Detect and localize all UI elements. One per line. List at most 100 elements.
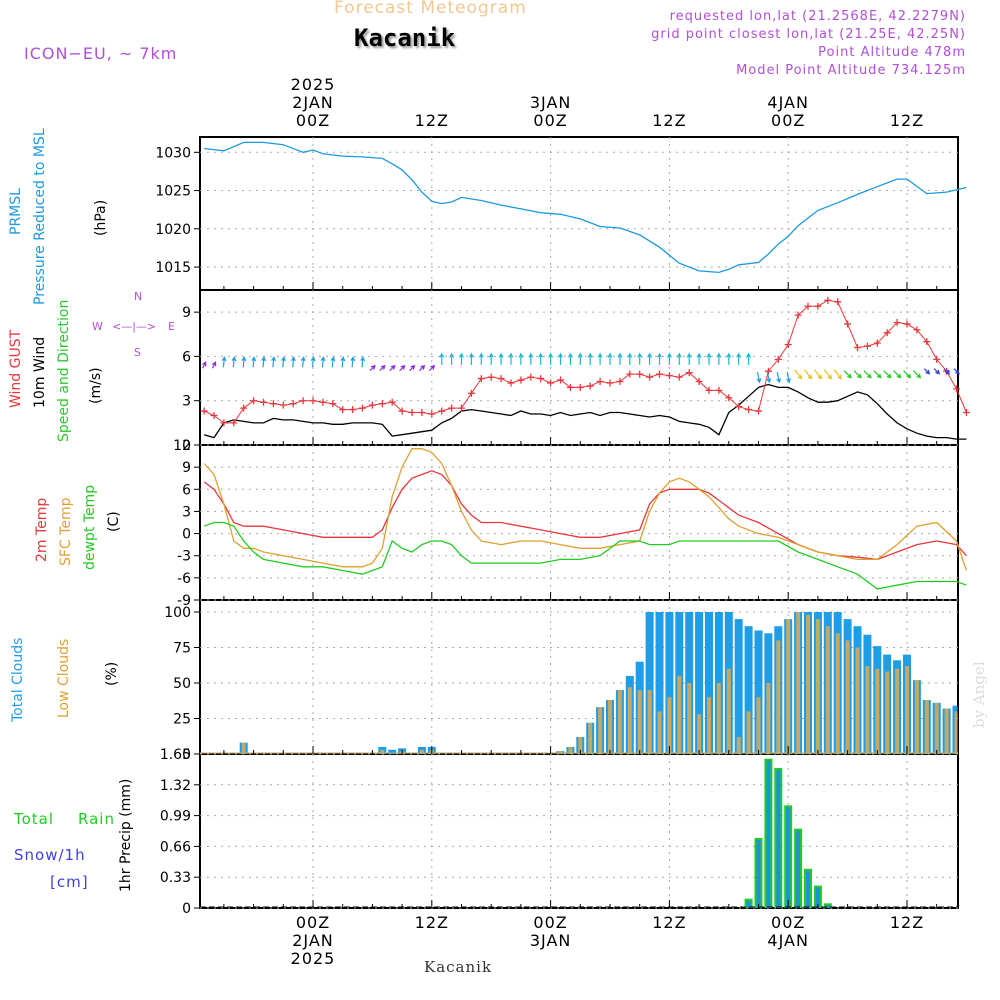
- top-label: 12Z: [889, 111, 925, 130]
- wind-gust-marker: [824, 296, 832, 304]
- temperature-ytick-label: -9: [177, 593, 191, 609]
- low-cloud-bar: [637, 690, 642, 754]
- bottom-label: 4JAN: [767, 931, 809, 950]
- wind-gust-marker: [794, 311, 802, 319]
- wind-direction-arrow: [736, 352, 742, 365]
- temperature-ytick-label: 6: [182, 482, 191, 498]
- wind-direction-arrow: [696, 352, 702, 365]
- wind-gust-marker: [953, 385, 960, 393]
- temp-unit: (C): [106, 511, 122, 532]
- wind-direction-arrow: [833, 369, 842, 380]
- total-cloud-bar: [734, 619, 743, 754]
- wind-direction-arrow: [330, 356, 336, 368]
- low-cloud-bar: [796, 612, 801, 754]
- top-label: 00Z: [295, 111, 331, 130]
- credit-watermark: by Angel: [970, 661, 988, 728]
- wind-gust-marker: [596, 378, 604, 386]
- wind-10m-label: 10m Wind: [32, 336, 48, 408]
- wind-direction-arrow: [360, 356, 366, 368]
- bottom-label: 3JAN: [529, 931, 572, 950]
- low-cloud-bar: [835, 633, 840, 754]
- wind-gust-marker: [309, 397, 317, 405]
- model-altitude: Model Point Altitude 734.125m: [736, 63, 966, 78]
- total-rain-label-1: Total: [14, 810, 55, 828]
- bottom-label: 2025: [290, 949, 336, 968]
- rain-bar-core: [756, 840, 761, 908]
- wind-gust-marker: [557, 376, 564, 384]
- low-cloud-bar: [865, 665, 870, 754]
- temperature-ytick-label: -3: [177, 549, 191, 565]
- wind-direction-arrow: [776, 371, 782, 384]
- wind-direction-arrow: [843, 370, 852, 379]
- low-cloud-bar: [657, 711, 662, 754]
- wind-ytick-label: 9: [182, 305, 191, 321]
- wind-direction-arrow: [766, 371, 772, 384]
- low-cloud-bar: [786, 619, 791, 754]
- bottom-label: 2JAN: [292, 931, 334, 950]
- total-cloud-bar: [388, 749, 397, 754]
- precip-ytick-label: 1.65: [160, 747, 191, 763]
- pressure-subtitle: Pressure Reduced to MSL: [32, 128, 48, 305]
- clouds-ytick-label: 100: [164, 605, 191, 621]
- wind-direction-arrow: [518, 352, 524, 365]
- low-cloud-bar: [875, 668, 880, 754]
- wind-gust-marker: [834, 298, 842, 306]
- wind-direction-arrow: [300, 356, 306, 368]
- temp-2m-label: 2m Temp: [34, 497, 50, 562]
- wind-gust-marker: [260, 398, 267, 406]
- wind-gust-marker: [903, 320, 911, 328]
- wind-gust-marker: [200, 407, 208, 415]
- wind-direction-arrow: [528, 352, 534, 365]
- wind-direction-arrow: [567, 352, 573, 365]
- wind-gust-marker: [240, 404, 248, 412]
- rain-bar-core: [825, 905, 830, 908]
- wind-direction-arrow: [607, 352, 613, 365]
- wind-direction-arrow: [637, 352, 643, 365]
- wind-direction-arrow: [804, 369, 813, 380]
- wind-ytick-label: 6: [182, 349, 191, 365]
- wind-gust-marker: [715, 386, 723, 394]
- wind-direction-arrow: [379, 364, 386, 372]
- wind-direction-arrow: [617, 352, 623, 365]
- wind-direction-arrow: [587, 352, 593, 365]
- wind-gust-marker: [279, 401, 287, 409]
- low-cloud-bar: [905, 665, 909, 754]
- wind-gust-marker: [398, 407, 406, 415]
- low-cloud-bar: [677, 675, 682, 754]
- bottom-label: 00Z: [771, 913, 806, 932]
- pressure-ytick-label: 1025: [155, 184, 191, 200]
- wind-gust-marker: [656, 370, 663, 378]
- wind-gust-marker: [566, 383, 574, 391]
- wind-gust-marker: [725, 394, 733, 402]
- temp-2m-line: [203, 470, 967, 561]
- wind-direction-arrow: [786, 371, 791, 384]
- wind-gust-marker: [428, 410, 436, 418]
- low-cloud-bar: [776, 640, 781, 754]
- wind-direction-arrow: [488, 352, 494, 365]
- wind-direction-arrow: [923, 368, 931, 375]
- low-cloud-bar: [707, 697, 711, 754]
- wind-direction-arrow: [538, 352, 544, 365]
- low-cloud-bar: [241, 742, 246, 754]
- wind-direction-arrow: [290, 356, 296, 368]
- temp-sfc-label: SFC Temp: [58, 497, 74, 566]
- top-label: 00Z: [771, 111, 806, 130]
- wind-direction-arrow: [261, 356, 267, 368]
- wind-direction-arrow: [548, 352, 554, 365]
- wind-gust-marker: [764, 367, 772, 375]
- wind-direction-arrow: [756, 371, 762, 384]
- wind-direction-arrow: [883, 370, 892, 379]
- rain-bar-core: [815, 887, 820, 908]
- wind-gust-marker: [517, 376, 525, 384]
- pressure-unit: (hPa): [93, 199, 109, 236]
- wind-gust-marker: [408, 409, 416, 417]
- model-name: ICON−EU, ~ 7km: [24, 44, 178, 63]
- wind-gust-marker: [844, 320, 852, 328]
- precip-frame: [199, 753, 959, 909]
- wind-gust-marker: [359, 404, 366, 412]
- pressure-ytick-label: 1015: [155, 260, 191, 276]
- wind-direction-arrow: [873, 370, 882, 379]
- wind-direction-arrow: [340, 356, 346, 368]
- wind-direction-arrow: [449, 352, 455, 365]
- temp-dewpt-label: dewpt Temp: [82, 484, 98, 570]
